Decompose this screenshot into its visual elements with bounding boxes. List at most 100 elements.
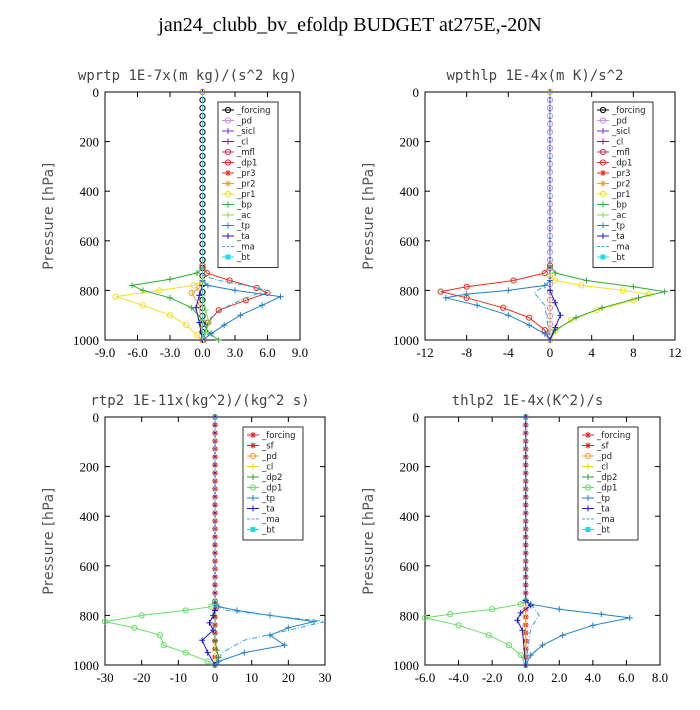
data-point	[500, 304, 507, 311]
series-ma	[525, 417, 540, 666]
data-point	[213, 647, 220, 654]
x-tick-label: -6.0	[415, 670, 436, 685]
legend-marker	[224, 159, 232, 166]
data-point	[619, 287, 627, 294]
series-line-ma	[533, 92, 551, 341]
legend-label: _mfl	[236, 148, 255, 158]
panel-title: thlp2 1E-4x(K^2)/s	[452, 393, 604, 409]
data-point	[661, 288, 668, 295]
data-point	[626, 614, 633, 621]
data-point	[167, 276, 173, 283]
y-tick-label: 600	[400, 234, 420, 249]
legend-marker	[224, 117, 232, 124]
series-ta	[199, 414, 218, 668]
data-point	[204, 658, 211, 665]
legend-label: _pr2	[236, 180, 256, 190]
legend-marker	[225, 170, 231, 176]
data-point	[552, 299, 559, 306]
series-line-tp	[202, 92, 283, 341]
legend-marker	[225, 212, 231, 218]
data-point	[241, 649, 248, 656]
data-point	[539, 642, 546, 649]
panel-title: wpthlp 1E-4x(m K)/s^2	[446, 68, 623, 84]
data-point	[589, 622, 596, 629]
y-tick-label: 600	[80, 234, 100, 249]
data-point	[101, 618, 109, 625]
series-line-dp1	[440, 92, 551, 341]
legend-marker	[250, 495, 256, 501]
x-tick-label: 6.0	[618, 670, 634, 685]
data-point	[447, 611, 454, 618]
data-point	[190, 282, 197, 289]
legend-marker	[249, 484, 257, 491]
legend-marker	[250, 505, 256, 512]
figure-title: jan24_clubb_bv_efoldp BUDGET at275E,-20N	[158, 14, 542, 36]
legend-label: _bt	[611, 253, 626, 263]
data-point	[129, 282, 136, 289]
legend-label: _tp	[261, 494, 275, 504]
legend-marker	[225, 138, 231, 145]
x-tick-label: 0	[212, 670, 219, 685]
legend-label: _cl	[611, 138, 623, 148]
panel-wpthlp: wpthlp 1E-4x(m K)/s^2 Pressure [hPa] -12 -8…	[361, 68, 682, 360]
legend-marker	[250, 432, 256, 438]
data-point	[203, 269, 210, 277]
series-dp1	[421, 413, 529, 669]
legend-label: _dp1	[611, 159, 632, 169]
legend-label: _pd	[261, 452, 277, 462]
data-point	[204, 282, 211, 289]
series-tp	[442, 89, 553, 343]
x-tick-label: -3.0	[160, 345, 181, 360]
legend-label: _bp	[611, 201, 627, 211]
legend-marker	[584, 484, 592, 491]
data-point	[541, 282, 548, 289]
y-axis-label: Pressure [hPa]	[361, 487, 377, 594]
data-point	[559, 632, 566, 639]
y-tick-label: 1000	[73, 658, 99, 673]
data-point	[527, 652, 534, 659]
data-point	[156, 632, 164, 639]
x-tick-label: 4	[588, 345, 595, 360]
data-point	[204, 649, 211, 656]
panel-title: wprtp 1E-7x(m kg)/(s^2 kg)	[78, 68, 297, 84]
y-tick-label: 800	[80, 608, 100, 623]
data-point	[183, 322, 190, 329]
data-point	[232, 287, 238, 294]
legend-marker	[225, 128, 231, 134]
data-point	[526, 314, 533, 321]
x-tick-label: -20	[133, 670, 150, 685]
x-tick-label: -4	[503, 345, 514, 360]
x-tick-label: 3.0	[227, 345, 243, 360]
legend-marker	[599, 148, 607, 156]
panel-wprtp: wprtp 1E-7x(m kg)/(s^2 kg) Pressure [hPa]…	[41, 68, 308, 360]
data-point	[267, 632, 273, 639]
legend-marker	[585, 432, 591, 438]
legend-label: _sicl	[236, 127, 255, 137]
data-point	[645, 291, 653, 298]
x-tick-label: -8	[461, 345, 472, 360]
legend-marker	[225, 180, 231, 187]
legend-label: _pd	[611, 117, 627, 127]
legend-label: _bt	[261, 526, 276, 536]
data-point	[557, 312, 564, 319]
legend: _forcing_sf_pd_cl_dp2_dp1_tp_ta_ma_bt	[577, 426, 639, 541]
data-point	[202, 329, 209, 336]
legend-marker	[585, 463, 591, 470]
data-point	[188, 289, 195, 296]
data-point	[519, 627, 526, 634]
x-tick-label: 20	[282, 670, 295, 685]
data-point	[202, 307, 209, 314]
y-tick-label: 600	[80, 559, 100, 574]
data-point	[182, 649, 189, 656]
data-point	[552, 324, 559, 331]
x-tick-label: 0.0	[194, 345, 210, 360]
data-point	[526, 322, 533, 329]
legend-label: _sf	[596, 442, 610, 452]
y-tick-label: 800	[400, 283, 420, 298]
legend-label: _pd	[596, 452, 612, 462]
legend-marker	[585, 505, 591, 512]
x-tick-label: 0	[547, 345, 554, 360]
x-tick-label: -12	[416, 345, 433, 360]
legend: _forcing_sf_pd_cl_dp2_dp1_tp_ta_ma_bt	[242, 426, 304, 541]
legend-marker	[599, 106, 607, 114]
